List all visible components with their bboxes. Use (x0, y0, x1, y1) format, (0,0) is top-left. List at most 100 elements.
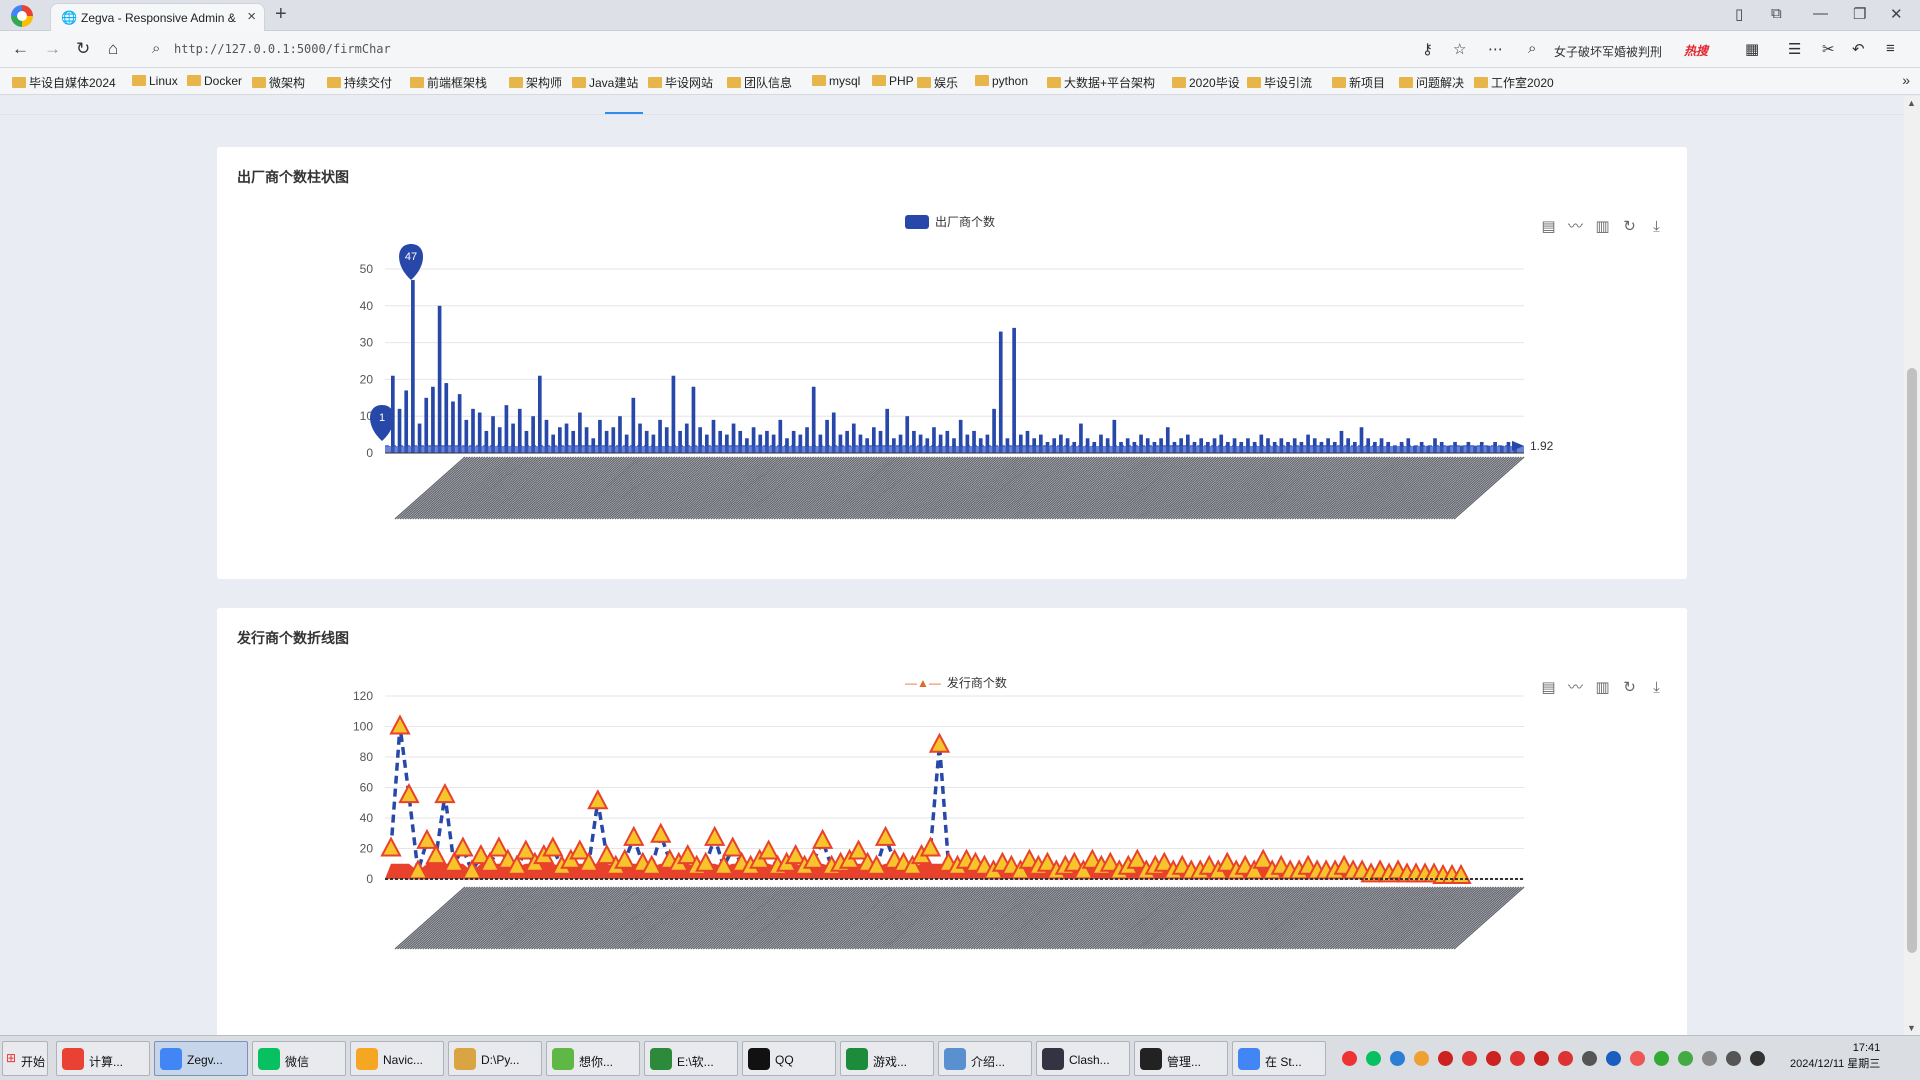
bookmark-item[interactable]: 2020毕设 (1172, 74, 1240, 91)
tray-icon[interactable] (1486, 1051, 1501, 1066)
bar-chart: 0 10 20 30 40 50 1.92 47 1 (360, 244, 1554, 520)
data-view-icon[interactable]: ▤ (1541, 679, 1556, 696)
tray-icon[interactable] (1534, 1051, 1549, 1066)
restore-icon[interactable]: ↻ (1623, 218, 1636, 235)
page-scrollbar[interactable]: ▲ ▼ (1904, 96, 1920, 1035)
tray-icon[interactable] (1606, 1051, 1621, 1066)
line-switch-icon[interactable]: 〰 (1567, 218, 1583, 235)
home-icon[interactable]: ⌂ (108, 39, 119, 58)
bookmark-item[interactable]: 毕设网站 (648, 74, 713, 91)
new-tab-button[interactable]: + (275, 3, 287, 25)
taskbar-item[interactable]: E:\软... (644, 1041, 738, 1076)
taskbar-item[interactable]: 想你... (546, 1041, 640, 1076)
x-tick-label (930, 456, 1002, 520)
line-chart-legend[interactable]: —▲— 发行商个数 (905, 674, 1007, 691)
x-tick-label (796, 456, 868, 520)
tab-manager-icon[interactable]: ⧉ (1771, 5, 1782, 22)
tray-icon[interactable] (1462, 1051, 1477, 1066)
bookmark-item[interactable]: 大数据+平台架构 (1047, 74, 1155, 91)
bar-chart-legend[interactable]: 出厂商个数 (905, 213, 995, 230)
back-arrow-icon[interactable]: ← (12, 39, 29, 58)
bookmark-item[interactable]: 毕设引流 (1247, 74, 1312, 91)
tray-icon[interactable] (1750, 1051, 1765, 1066)
tray-icon[interactable] (1630, 1051, 1645, 1066)
bookmark-item[interactable]: Docker (187, 74, 242, 88)
taskbar-item[interactable]: Clash... (1036, 1041, 1130, 1076)
restore-button[interactable]: ❐ (1853, 6, 1867, 23)
tray-icon[interactable] (1654, 1051, 1669, 1066)
tray-icon[interactable] (1702, 1051, 1717, 1066)
taskbar-item[interactable]: D:\Py... (448, 1041, 542, 1076)
bookmark-item[interactable]: 娱乐 (917, 74, 958, 91)
line-switch-icon[interactable]: 〰 (1567, 679, 1583, 696)
bookmark-item[interactable]: 微架构 (252, 74, 305, 91)
bookmark-item[interactable]: python (975, 74, 1028, 88)
apps-grid-icon[interactable]: ▦ (1745, 41, 1760, 58)
x-tick-label (854, 886, 926, 950)
bookmark-item[interactable]: Linux (132, 74, 178, 88)
more-icon[interactable]: ⋯ (1488, 41, 1503, 58)
bookmark-item[interactable]: 新项目 (1332, 74, 1385, 91)
taskbar-item[interactable]: 介绍... (938, 1041, 1032, 1076)
close-window-button[interactable]: ✕ (1890, 6, 1903, 23)
data-view-icon[interactable]: ▤ (1541, 218, 1556, 235)
menu-icon[interactable]: ≡ (1886, 40, 1895, 57)
tray-icon[interactable] (1582, 1051, 1597, 1066)
tray-icon[interactable] (1438, 1051, 1453, 1066)
tray-icon[interactable] (1558, 1051, 1573, 1066)
taskbar-item[interactable]: 管理... (1134, 1041, 1228, 1076)
bookmarks-more-icon[interactable]: » (1902, 72, 1910, 88)
tray-icon[interactable] (1726, 1051, 1741, 1066)
star-icon[interactable]: ☆ (1453, 41, 1467, 58)
scroll-up-icon[interactable]: ▲ (1907, 98, 1916, 108)
key-icon[interactable]: ⚷ (1422, 41, 1433, 58)
scrollbar-thumb[interactable] (1907, 368, 1917, 953)
taskbar-item[interactable]: Navic... (350, 1041, 444, 1076)
taskbar-item[interactable]: 在 St... (1232, 1041, 1326, 1076)
restore-icon[interactable]: ↻ (1623, 679, 1636, 696)
tray-icon[interactable] (1678, 1051, 1693, 1066)
bookmark-item[interactable]: 架构师 (509, 74, 562, 91)
taskbar-item[interactable]: Zegv... (154, 1041, 248, 1076)
tray-icon[interactable] (1390, 1051, 1405, 1066)
forward-arrow-icon[interactable]: → (44, 39, 61, 58)
bookmark-item[interactable]: 团队信息 (727, 74, 792, 91)
download-icon[interactable]: ⤓ (1653, 679, 1660, 696)
browser-tab-active[interactable]: 🌐 Zegva - Responsive Admin & × (50, 3, 265, 31)
taskbar-item[interactable]: 游戏... (840, 1041, 934, 1076)
bar-switch-icon[interactable]: ▥ (1595, 218, 1610, 235)
bookmark-item[interactable]: mysql (812, 74, 860, 88)
tray-icon[interactable] (1342, 1051, 1357, 1066)
search-box[interactable]: ⌕ 女子破坏军婚被判刑 热搜 (1524, 37, 1730, 62)
bookmark-item[interactable]: 毕设自媒体2024 (12, 74, 116, 91)
download-icon[interactable]: ⤓ (1653, 218, 1660, 235)
reader-icon[interactable]: ▯ (1735, 6, 1744, 23)
reload-icon[interactable]: ↻ (76, 39, 91, 58)
close-tab-icon[interactable]: × (247, 8, 256, 25)
bookmark-item[interactable]: 前端框架栈 (410, 74, 487, 91)
scroll-down-icon[interactable]: ▼ (1907, 1023, 1916, 1033)
x-tick-label (1033, 886, 1105, 950)
undo-icon[interactable]: ↶ (1852, 41, 1865, 58)
bookmark-item[interactable]: 问题解决 (1399, 74, 1464, 91)
bookmark-item[interactable]: 工作室2020 (1474, 74, 1554, 91)
bar-switch-icon[interactable]: ▥ (1595, 679, 1610, 696)
scissors-icon[interactable]: ✂ (1822, 41, 1835, 58)
clock[interactable]: 17:41 2024/12/11 星期三 (1790, 1040, 1880, 1072)
taskbar-item[interactable]: QQ (742, 1041, 836, 1076)
browser-logo-icon[interactable] (11, 5, 33, 27)
start-button[interactable]: 开始 ⊞ (2, 1041, 48, 1076)
tray-icon[interactable] (1414, 1051, 1429, 1066)
bookmark-item[interactable]: 持续交付 (327, 74, 392, 91)
minimize-button[interactable]: — (1813, 5, 1828, 22)
address-bar[interactable]: ⌕ http://127.0.0.1:5000/firmChar (140, 36, 1480, 63)
x-tick-label (1392, 456, 1464, 520)
taskbar-item[interactable]: 计算... (56, 1041, 150, 1076)
x-tick-label (730, 886, 802, 950)
bookmark-item[interactable]: PHP (872, 74, 914, 88)
bookmark-item[interactable]: Java建站 (572, 74, 638, 91)
taskbar-item[interactable]: 微信 (252, 1041, 346, 1076)
favorites-icon[interactable]: ☰ (1788, 41, 1802, 58)
tray-icon[interactable] (1366, 1051, 1381, 1066)
tray-icon[interactable] (1510, 1051, 1525, 1066)
